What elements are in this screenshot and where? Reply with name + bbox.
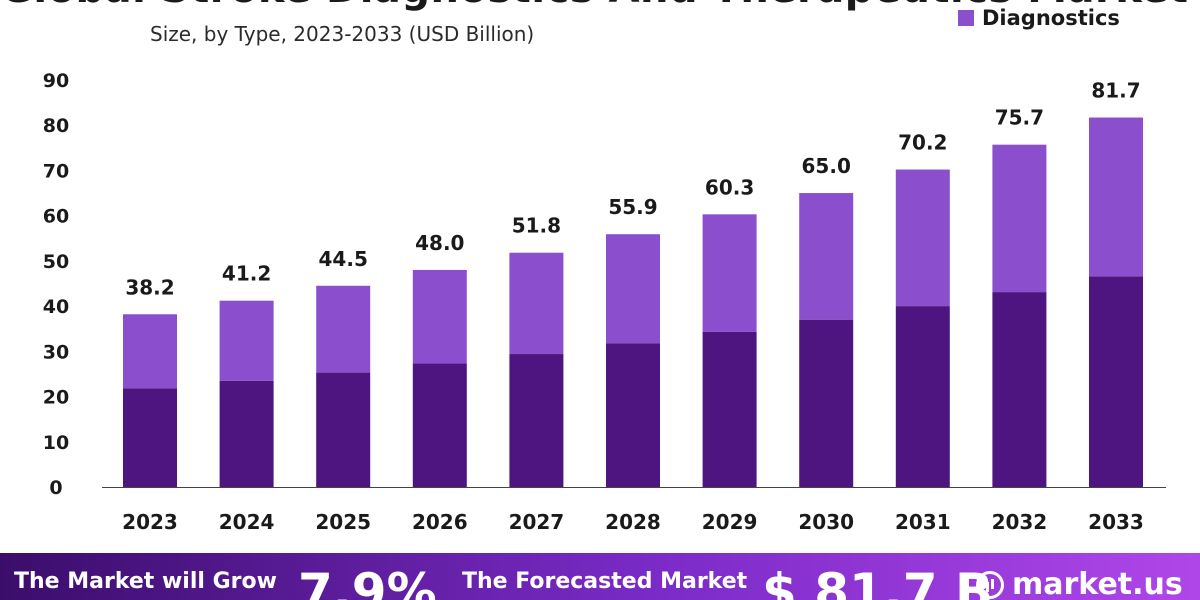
x-tick-label: 2030 [798,510,854,534]
bar-segment-diagnostics [799,193,854,320]
bar-segment-diagnostics [702,214,757,332]
y-tick-label: 0 [49,477,62,499]
brand-logo-icon [976,570,1004,599]
x-tick-label: 2028 [605,510,661,534]
bar-total-label: 60.3 [705,175,754,199]
bar-segment-diagnostics [509,252,564,355]
footer-forecast-text: The Forecasted Market [462,569,748,594]
bar-total-label: 38.2 [125,275,174,299]
bar-segment-base [1089,276,1143,487]
x-tick-label: 2033 [1088,510,1144,534]
bar-chart: 010203040506070809038.2202341.2202444.52… [43,70,1166,534]
x-tick-label: 2023 [122,510,178,534]
x-tick-label: 2026 [412,510,468,534]
bar-segment-base [123,388,177,487]
legend-label-diagnostics: Diagnostics [982,6,1120,30]
brand-name: market.us [1012,567,1183,600]
bar-total-label: 44.5 [319,247,368,271]
bar-segment-base [509,354,564,487]
bar-segment-diagnostics [606,234,660,344]
chart-title: Global Stroke Diagnostics And Therapeuti… [0,0,1188,12]
footer-banner: The Market will Grow 7.9% The Forecasted… [0,553,1200,600]
bar-segment-base [316,372,371,487]
footer-cagr-value: 7.9% [298,563,437,600]
bar-total-label: 48.0 [415,231,464,255]
bar-segment-diagnostics [123,314,177,389]
legend: Diagnostics [958,6,1120,30]
x-tick-label: 2032 [992,510,1048,534]
x-tick-label: 2025 [315,510,371,534]
bar-segment-base [799,319,854,487]
y-tick-label: 30 [43,341,69,363]
footer-market-value: $ 81.7 B [762,563,994,600]
bar-total-label: 65.0 [802,154,851,178]
bar-segment-base [992,292,1047,487]
bar-total-label: 75.7 [995,106,1044,130]
bar-segment-diagnostics [1089,117,1143,277]
bar-segment-diagnostics [895,169,950,307]
bar-segment-base [895,306,950,487]
y-tick-label: 70 [43,160,69,182]
bar-total-label: 41.2 [222,262,271,286]
y-tick-label: 50 [43,251,69,273]
x-tick-label: 2029 [702,510,758,534]
y-tick-label: 40 [43,296,69,318]
x-tick-label: 2024 [219,510,275,534]
bar-segment-diagnostics [412,269,467,364]
y-tick-label: 80 [43,115,69,137]
bar-segment-base [412,363,467,487]
y-tick-label: 10 [43,432,69,454]
bar-segment-base [606,343,660,487]
bar-total-label: 55.9 [608,195,657,219]
chart-subtitle: Size, by Type, 2023-2033 (USD Billion) [150,22,535,46]
brand-logo: market.us [976,567,1183,600]
y-tick-label: 90 [43,70,69,92]
bar-total-label: 70.2 [898,131,947,155]
legend-swatch-diagnostics [958,10,974,26]
y-tick-label: 20 [43,387,69,409]
footer-grow-text: The Market will Grow [14,569,277,594]
x-tick-label: 2027 [509,510,565,534]
bar-segment-diagnostics [992,144,1047,293]
bar-segment-diagnostics [316,285,371,373]
bar-segment-base [219,380,274,487]
x-tick-label: 2031 [895,510,951,534]
y-tick-label: 60 [43,206,69,228]
bar-segment-base [702,331,757,487]
bar-total-label: 81.7 [1091,79,1140,103]
bar-segment-diagnostics [219,300,274,381]
bar-total-label: 51.8 [512,214,561,238]
